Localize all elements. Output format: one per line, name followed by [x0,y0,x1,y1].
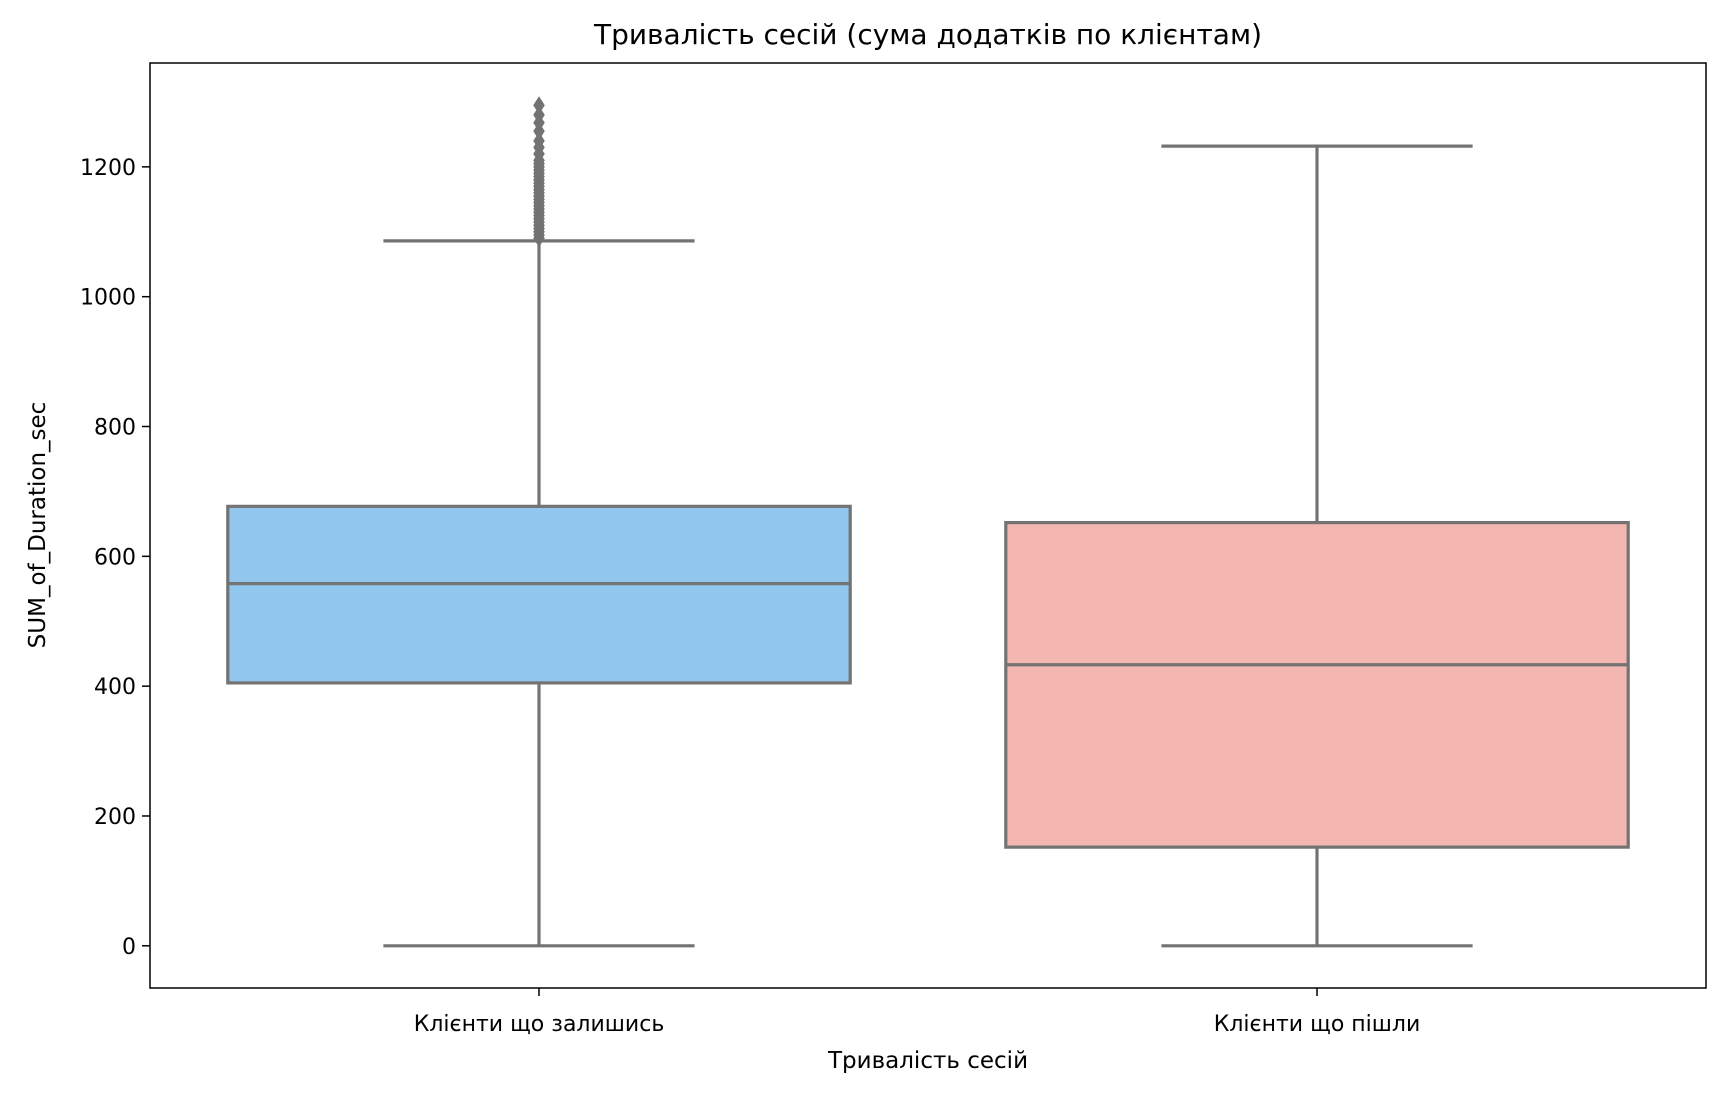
y-tick-label: 200 [94,805,136,830]
x-axis: Клієнти що залишись Клієнти що пішли [414,988,1421,1037]
y-axis: 0 200 400 600 800 1000 1200 [80,156,150,960]
chart-title: Тривалість сесій (сума додатків по клієн… [593,18,1262,51]
y-tick-label: 1200 [80,156,136,181]
plot-frame [149,62,1707,989]
outlier-point [533,106,545,124]
iqr-box [1004,520,1630,849]
outlier-point [533,131,545,150]
box-group [1004,144,1630,948]
x-axis-title: Тривалість сесій [827,1048,1028,1074]
iqr-box [226,504,852,685]
y-tick-label: 0 [122,935,136,960]
x-tick-label: Клієнти що пішли [1214,1012,1421,1037]
outlier-point [533,96,545,115]
box-group [226,96,852,948]
y-tick-label: 400 [94,675,136,700]
y-axis-title: SUM_of_Duration_sec [25,402,51,649]
plot-area [226,96,1630,948]
y-tick-label: 800 [94,416,136,441]
y-tick-label: 1000 [80,286,136,311]
x-tick-label: Клієнти що залишись [414,1012,665,1037]
y-tick-label: 600 [94,545,136,570]
